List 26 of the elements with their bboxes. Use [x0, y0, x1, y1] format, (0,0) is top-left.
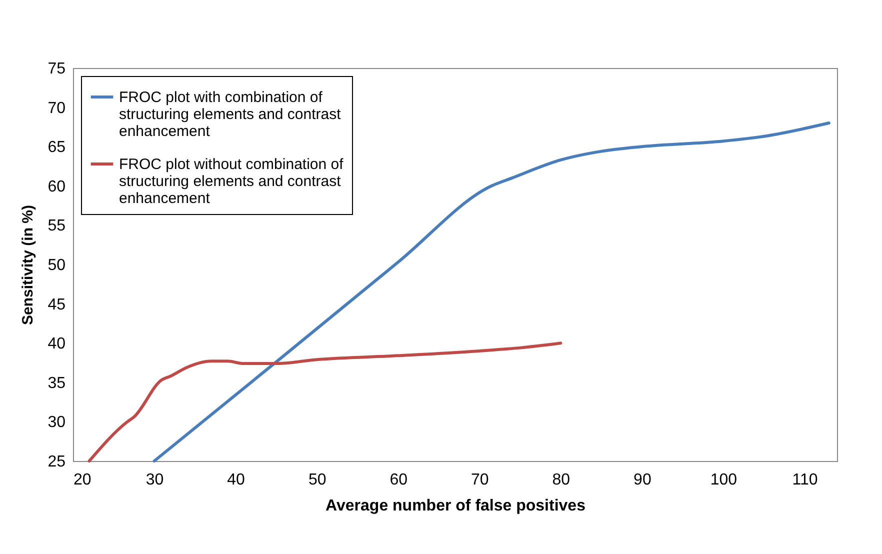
- x-axis-title: Average number of false positives: [326, 498, 586, 514]
- x-tick-label: 30: [146, 472, 164, 488]
- y-tick-label: 35: [48, 374, 66, 392]
- y-tick-label: 40: [48, 336, 66, 353]
- x-tick-label: 80: [552, 472, 570, 488]
- x-tick-label: 20: [74, 472, 92, 488]
- line-series: [88, 342, 562, 462]
- y-tick-label: 50: [48, 257, 66, 274]
- y-tick-label: 60: [48, 178, 66, 196]
- legend-label: FROC plot without combination of structuring elements and contrast enhancement: [119, 156, 344, 207]
- y-tick-label: 70: [48, 100, 66, 117]
- x-tick-label: 40: [227, 472, 246, 488]
- legend-label: FROC plot with combination of structuring elements and contrast enhancement: [119, 89, 342, 140]
- y-tick-label: 55: [48, 218, 66, 235]
- x-tick-label: 70: [470, 472, 489, 488]
- y-tick-label: 25: [48, 454, 66, 470]
- x-tick-label: 90: [634, 472, 652, 488]
- x-tick-label: 60: [390, 472, 408, 488]
- y-tick-label: 65: [48, 139, 66, 156]
- x-tick-label: 50: [308, 472, 326, 488]
- y-axis-title: Sensitivity (in %): [20, 204, 37, 326]
- y-tick-label: 30: [48, 414, 66, 432]
- y-tick-label: 75: [48, 60, 66, 78]
- x-tick-label: 110: [792, 472, 818, 488]
- x-tick-label: 100: [710, 472, 738, 488]
- y-tick-label: 45: [48, 296, 66, 314]
